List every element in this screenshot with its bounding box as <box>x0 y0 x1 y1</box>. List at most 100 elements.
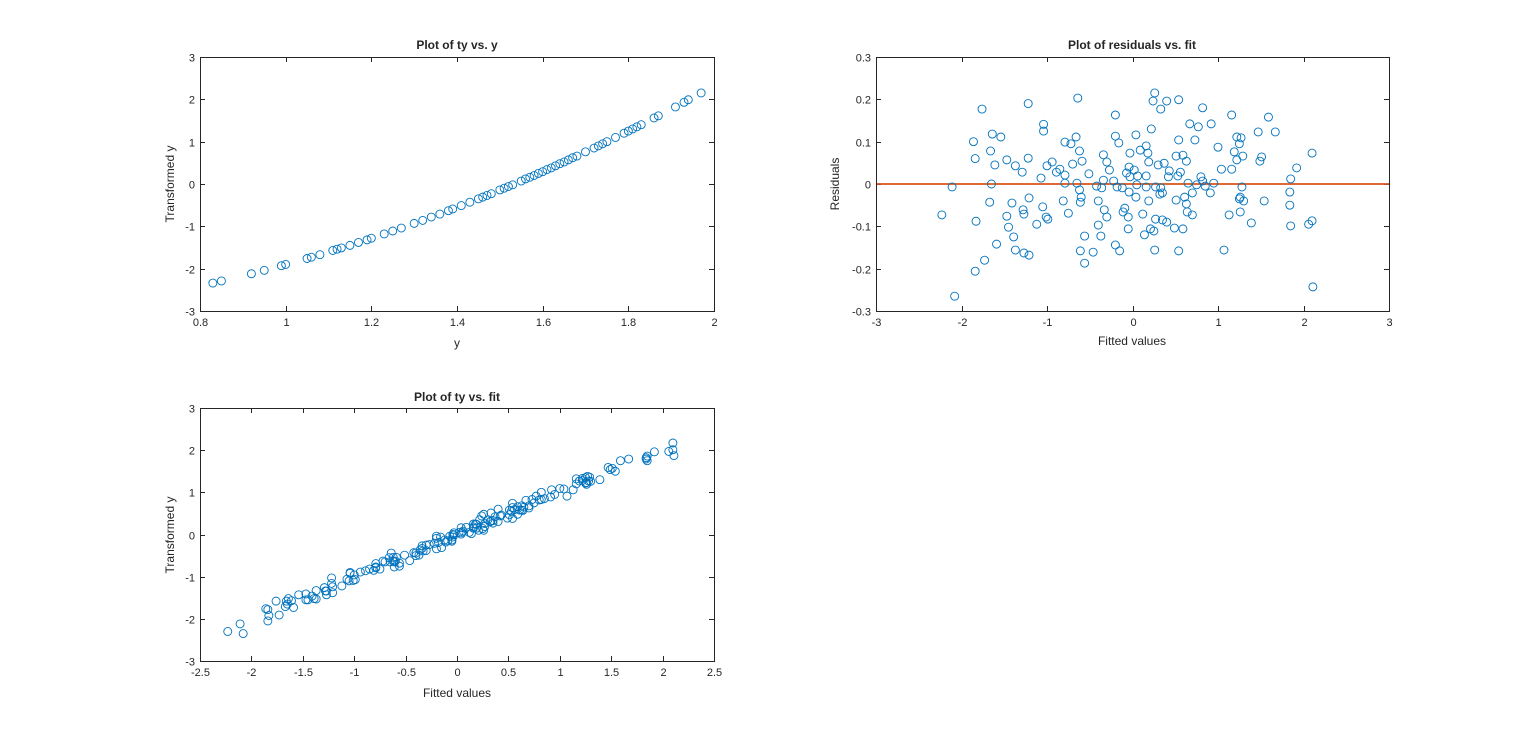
data-point <box>1066 139 1076 149</box>
data-point <box>653 111 663 121</box>
data-point <box>1080 231 1090 241</box>
x-axis-label: y <box>454 336 460 350</box>
data-point <box>1285 187 1295 197</box>
data-point <box>328 246 338 255</box>
data-point <box>1155 189 1165 199</box>
data-point <box>1157 215 1167 225</box>
data-point <box>436 532 446 542</box>
data-point <box>1073 93 1083 103</box>
data-point <box>486 189 496 199</box>
data-point <box>1051 167 1061 177</box>
data-point <box>1141 141 1151 151</box>
data-point <box>987 129 997 139</box>
data-point <box>642 456 652 466</box>
data-point <box>668 445 678 455</box>
data-point <box>276 261 286 271</box>
data-point <box>1246 218 1256 228</box>
data-point <box>1190 135 1200 145</box>
x-tick-label: 3 <box>1386 317 1392 329</box>
data-point <box>493 516 503 526</box>
data-point <box>1234 139 1244 149</box>
data-point <box>379 229 389 239</box>
data-point <box>1180 192 1190 202</box>
data-point <box>1307 148 1317 158</box>
data-point <box>1239 196 1249 206</box>
data-point <box>1198 103 1208 113</box>
data-point <box>431 544 441 554</box>
data-point <box>1042 161 1052 171</box>
data-point <box>409 548 419 558</box>
data-point <box>1206 119 1216 129</box>
data-point <box>1286 221 1296 231</box>
data-point <box>1174 246 1184 256</box>
data-point <box>281 259 291 269</box>
data-point <box>937 210 947 220</box>
data-point <box>1002 155 1012 165</box>
data-point <box>259 265 269 275</box>
data-point <box>555 484 565 493</box>
data-point <box>396 223 406 233</box>
data-point <box>623 126 633 136</box>
data-point <box>1235 207 1245 217</box>
data-point <box>1187 188 1197 198</box>
data-point <box>1133 171 1143 181</box>
x-tick-label: 1.6 <box>536 317 551 329</box>
y-tick-label: -3 <box>185 307 195 319</box>
data-point <box>263 605 273 615</box>
data-point <box>990 160 1000 170</box>
data-point <box>1227 164 1237 174</box>
data-point <box>970 154 980 164</box>
data-point <box>466 529 476 539</box>
x-tick-label: 0 <box>1130 317 1136 329</box>
data-point <box>1032 219 1042 229</box>
x-tick-label: 2.5 <box>707 667 722 679</box>
data-point <box>649 447 659 457</box>
data-point <box>1307 216 1317 226</box>
data-point <box>607 463 617 473</box>
data-point <box>1017 167 1027 177</box>
data-point <box>1171 195 1181 205</box>
data-point <box>1200 181 1210 191</box>
data-point <box>1286 174 1296 184</box>
data-point <box>388 226 398 236</box>
data-point <box>349 570 359 580</box>
data-point <box>1076 192 1086 202</box>
data-point <box>434 538 443 547</box>
plot-title: Plot of ty vs. y <box>416 38 498 52</box>
data-point <box>388 556 398 566</box>
data-point <box>447 536 457 546</box>
data-point <box>271 596 281 606</box>
data-point <box>1156 104 1166 114</box>
data-point <box>1174 135 1184 145</box>
data-point <box>1055 164 1065 174</box>
data-point <box>571 479 581 489</box>
x-tick-label: 0.5 <box>501 667 516 679</box>
data-point <box>1144 196 1154 206</box>
data-point <box>1140 230 1149 240</box>
data-point <box>1236 133 1246 143</box>
data-point <box>1173 171 1183 181</box>
x-tick-label: 1.4 <box>450 317 465 329</box>
x-tick-label: 1 <box>557 667 563 679</box>
data-point <box>598 139 608 149</box>
data-point <box>400 550 410 560</box>
data-point <box>539 494 549 504</box>
y-tick-label: 0.2 <box>856 95 871 107</box>
data-point <box>571 474 581 484</box>
data-point <box>521 174 530 184</box>
data-point <box>495 185 505 195</box>
data-point <box>409 218 419 228</box>
data-point <box>418 215 428 225</box>
y-axis-label: Transformed y <box>163 497 177 574</box>
data-point <box>366 233 376 243</box>
data-point <box>365 564 375 574</box>
y-tick-label: 0 <box>189 180 195 192</box>
data-point <box>448 204 458 214</box>
data-point <box>1075 146 1084 156</box>
data-point <box>302 254 312 263</box>
x-tick-label: 2 <box>1301 317 1307 329</box>
x-tick-label: -2.5 <box>191 667 210 679</box>
data-point <box>1004 222 1013 232</box>
data-point <box>355 567 365 577</box>
data-point <box>1151 214 1161 224</box>
